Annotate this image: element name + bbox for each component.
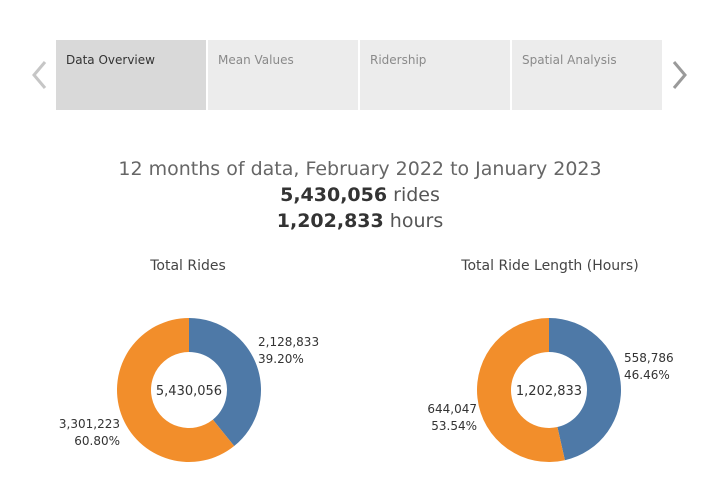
next-arrow-icon[interactable] (668, 58, 692, 92)
rides-unit: rides (393, 184, 440, 206)
total-hours-value: 1,202,833 (276, 210, 384, 232)
donut-slice-orange[interactable] (116, 318, 235, 462)
slice-value-label: 644,047 (427, 402, 477, 416)
total-rides-chart-title: Total Rides (150, 258, 226, 274)
tab-ridership[interactable]: Ridership (360, 40, 510, 110)
slice-value-label: 2,128,833 (258, 335, 319, 349)
slice-percent-label: 46.46% (624, 368, 670, 382)
total-rides-value: 5,430,056 (280, 184, 388, 206)
slice-percent-label: 39.20% (258, 352, 304, 366)
total-hours-chart-title: Total Ride Length (Hours) (461, 258, 639, 274)
slice-percent-label: 53.54% (431, 419, 477, 433)
tab-bar: Data Overview Mean Values Ridership Spat… (56, 40, 662, 110)
tab-mean-values[interactable]: Mean Values (208, 40, 358, 110)
total-rides-summary: 5,430,056 rides (0, 182, 720, 208)
summary-block: 12 months of data, February 2022 to Janu… (0, 156, 720, 234)
slice-value-label: 3,301,223 (59, 417, 120, 431)
donut-slice-blue[interactable] (549, 318, 621, 461)
previous-arrow-icon[interactable] (28, 58, 52, 92)
total-hours-summary: 1,202,833 hours (0, 208, 720, 234)
tab-spatial-analysis[interactable]: Spatial Analysis (512, 40, 662, 110)
donut-slice-orange[interactable] (477, 318, 565, 462)
donut-slice-blue[interactable] (189, 318, 261, 447)
data-period-text: 12 months of data, February 2022 to Janu… (118, 158, 602, 180)
hours-unit: hours (389, 210, 444, 232)
tab-data-overview[interactable]: Data Overview (56, 40, 206, 110)
donut-center-total: 5,430,056 (156, 384, 222, 399)
slice-percent-label: 60.80% (74, 434, 120, 448)
donut-center-total: 1,202,833 (516, 384, 582, 399)
total-rides-donut: 2,128,833 39.20% 3,301,223 60.80% 5,430,056 (59, 318, 319, 462)
slice-value-label: 558,786 (624, 351, 674, 365)
total-hours-donut: 558,786 46.46% 644,047 53.54% 1,202,833 (427, 318, 674, 462)
